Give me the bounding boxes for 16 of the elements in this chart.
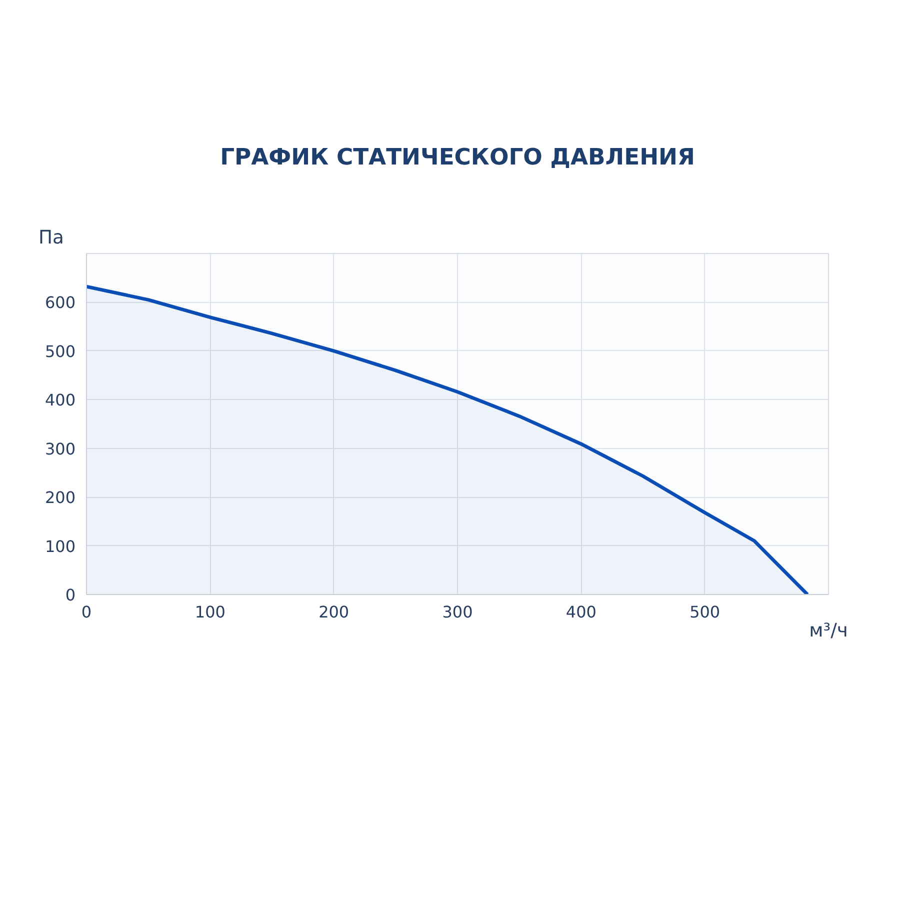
- y-tick-label: 0: [65, 586, 76, 604]
- x-tick-label: 300: [442, 602, 473, 622]
- y-tick-label: 500: [44, 342, 76, 361]
- x-tick-label: 0: [81, 602, 92, 622]
- y-tick-label: 100: [44, 536, 76, 556]
- y-tick-label: 200: [44, 488, 76, 508]
- y-tick-label: 400: [44, 390, 76, 410]
- x-tick-label: 200: [318, 602, 350, 622]
- x-tick-label: 400: [566, 602, 596, 622]
- x-tick-label: 500: [690, 602, 720, 622]
- x-axis-title: м³/ч: [809, 620, 848, 642]
- y-tick-label: 300: [44, 439, 76, 458]
- chart-title: ГРАФИК СТАТИЧЕСКОГО ДАВЛЕНИЯ: [220, 144, 695, 170]
- y-tick-label: 600: [44, 293, 76, 312]
- y-axis-title: Па: [38, 228, 64, 248]
- x-tick-label: 100: [194, 602, 226, 622]
